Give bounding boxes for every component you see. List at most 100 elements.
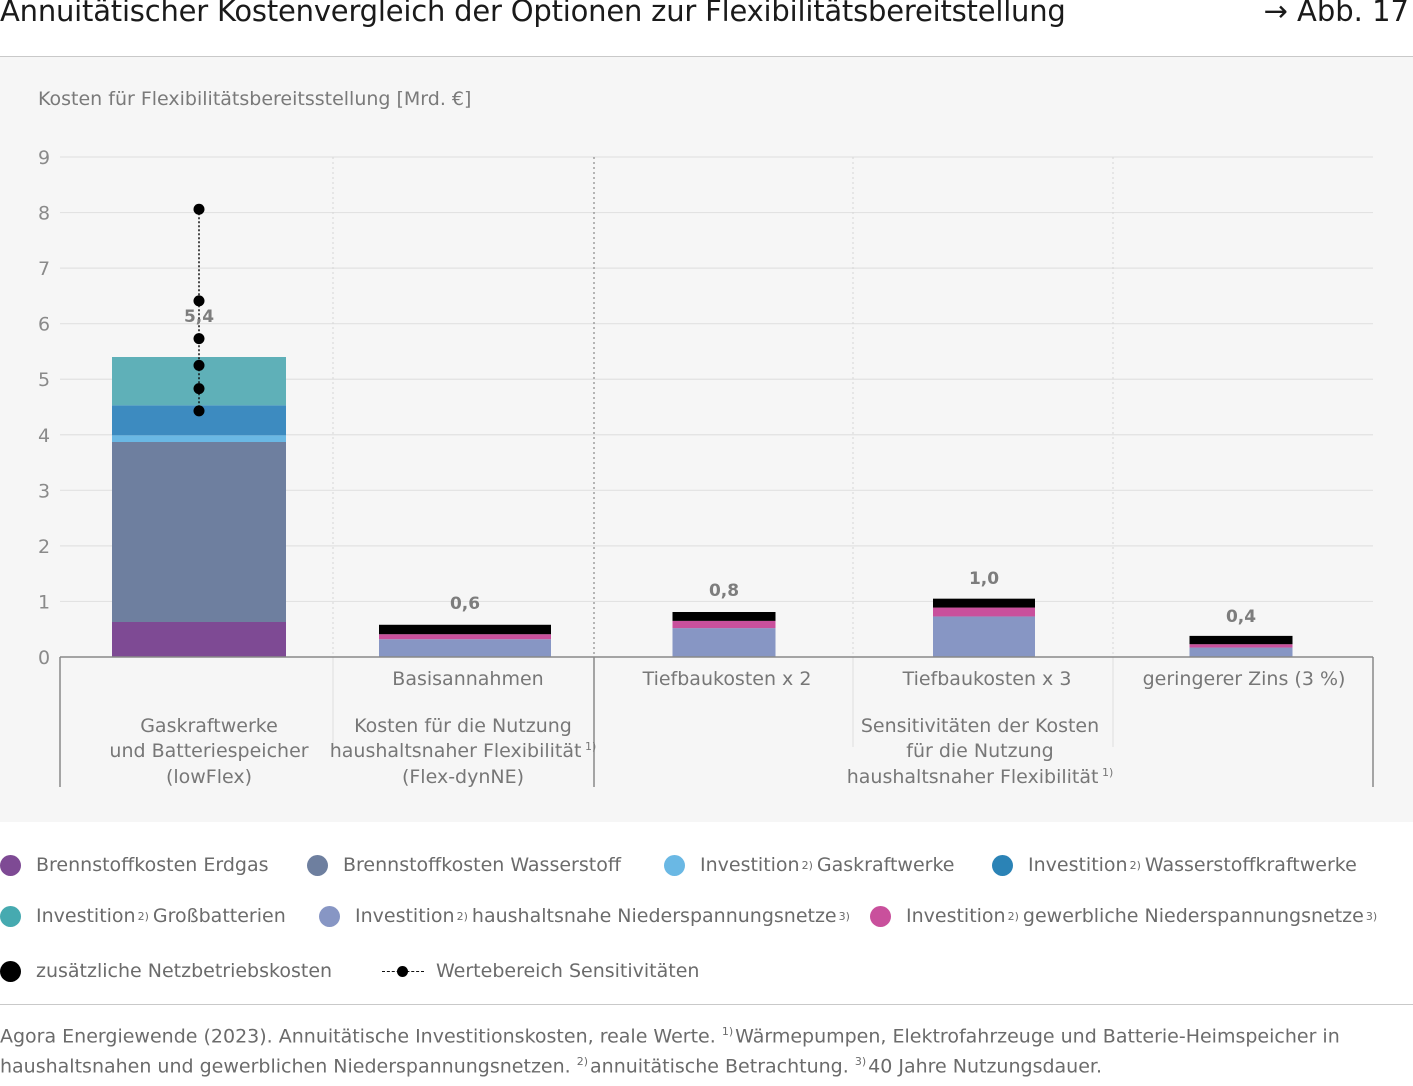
category-label: Tiefbaukosten x 3 [902, 668, 1072, 690]
legend-label-rest: Gaskraftwerke [816, 854, 955, 876]
bar-segment [672, 628, 776, 657]
legend-item-inv-wasserstoffkraftwerke: Investition 2) Wasserstoffkraftwerke [992, 854, 1357, 876]
legend-swatch [307, 854, 328, 876]
legend-label: zusätzliche Netzbetriebskosten [36, 960, 333, 982]
y-tick-label: 8 [38, 203, 50, 225]
legend-label: Investition [355, 905, 455, 927]
legend-item-netzbetriebskosten: zusätzliche Netzbetriebskosten [0, 960, 332, 982]
chart-panel: Kosten für Flexibilitätsbereitsstellung … [0, 57, 1413, 822]
figure-reference: → Abb. 17 [1263, 0, 1409, 28]
legend-label: Brennstoffkosten Wasserstoff [343, 854, 621, 876]
sensitivity-point [193, 359, 205, 371]
legend-sup: 3) [838, 909, 850, 923]
sensitivity-point [193, 383, 205, 395]
footnote-text: 40 Jahre Nutzungsdauer. [868, 1055, 1103, 1078]
legend-item-inv-grossbatterien: Investition 2) Großbatterien [0, 905, 286, 927]
legend-swatch [992, 854, 1013, 876]
bar-segment [1189, 635, 1293, 645]
group-label-line: (lowFlex) [166, 766, 252, 788]
total-label: 0,6 [450, 594, 480, 614]
legend-sup: 2) [801, 858, 813, 872]
footnote-marker: 2) [576, 1055, 589, 1069]
legend-swatch [0, 905, 21, 927]
group-label-line: für die Nutzung [906, 740, 1053, 762]
legend-dashed-line-icon [382, 961, 424, 982]
sensitivity-point [193, 203, 205, 215]
legend-label: Investition [700, 854, 800, 876]
stacked-bar-chart: Kosten für Flexibilitätsbereitsstellung … [38, 88, 1374, 788]
group-label-line: Sensitivitäten der Kosten [861, 715, 1099, 737]
y-tick-label: 3 [38, 480, 50, 502]
total-label: 0,8 [709, 581, 739, 601]
total-label: 5,4 [184, 307, 214, 327]
y-tick-label: 6 [38, 314, 50, 336]
page-title: Annuitätischer Kostenvergleich der Optio… [0, 0, 1066, 28]
group-label-line: (Flex-dynNE) [402, 766, 524, 788]
y-axis-title: Kosten für Flexibilitätsbereitsstellung … [38, 88, 471, 110]
sensitivity-point [193, 295, 205, 307]
group-label-line: haushaltsnaher Flexibilität 1) [847, 766, 1114, 788]
bar-segment [672, 612, 776, 621]
header: Annuitätischer Kostenvergleich der Optio… [0, 0, 1413, 57]
y-tick-label: 9 [38, 147, 50, 169]
y-tick-label: 1 [38, 591, 50, 613]
source-note: Agora Energiewende (2023). Annuitätische… [0, 1019, 1413, 1080]
legend-label: Investition [36, 905, 136, 927]
y-tick-label: 5 [38, 369, 50, 391]
bar-segment [379, 634, 551, 640]
legend-sup: 2) [137, 909, 149, 923]
legend-item-erdgas: Brennstoffkosten Erdgas [0, 854, 268, 876]
bar-segment [379, 639, 551, 657]
category-label: geringerer Zins (3 %) [1143, 668, 1346, 690]
bar-segment [933, 598, 1035, 608]
footnote-text: annuitätische Betrachtung. [590, 1055, 849, 1078]
legend-label-rest: Wasserstoffkraftwerke [1144, 854, 1357, 876]
legend-swatch [870, 905, 891, 927]
legend-label-rest: gewerbliche Niederspannungsnetze [1022, 905, 1364, 927]
legend-item-wertebereich: Wertebereich Sensitivitäten [382, 960, 699, 982]
group-label-sup: 1) [1098, 766, 1113, 779]
legend-label-rest: haushaltsnahe Niederspannungsnetze [471, 905, 837, 927]
bar-segment [933, 616, 1035, 657]
legend-item-inv-haushaltsnahe-netze: Investition 2) haushaltsnahe Niederspannun… [319, 905, 854, 927]
legend-sup: 2) [456, 909, 468, 923]
legend-sup: 2) [1129, 858, 1141, 872]
legend: Brennstoffkosten Erdgas Brennstoffkosten… [0, 840, 1413, 1000]
legend-label: Investition [906, 905, 1006, 927]
group-label-line: Kosten für die Nutzung [354, 715, 572, 737]
bar-segment [379, 624, 551, 635]
group-label-sup: 1) [581, 740, 596, 753]
legend-item-inv-gaskraftwerke: Investition 2) Gaskraftwerke [664, 854, 955, 876]
bar-segment [112, 435, 286, 442]
group-label-line: und Batteriespeicher [109, 740, 308, 762]
legend-sup: 2) [1007, 909, 1019, 923]
sensitivity-point [193, 405, 205, 417]
legend-swatch [319, 905, 340, 927]
bar-segment [112, 442, 286, 622]
footnote-text: Wärmepumpen, Elektrofahrzeuge und Batter… [0, 1025, 1340, 1078]
legend-swatch [0, 854, 21, 876]
y-tick-label: 2 [38, 536, 50, 558]
category-label: Basisannahmen [392, 668, 543, 690]
legend-label: Brennstoffkosten Erdgas [36, 854, 269, 876]
bar-segment [1189, 644, 1293, 648]
footer-divider [0, 1004, 1413, 1005]
footnote-marker: 3) [854, 1055, 867, 1069]
legend-label: Wertebereich Sensitivitäten [436, 960, 700, 982]
group-label-line: Gaskraftwerke [140, 715, 278, 737]
category-label: Tiefbaukosten x 2 [642, 668, 812, 690]
legend-label: Investition [1028, 854, 1128, 876]
y-tick-label: 0 [38, 647, 50, 669]
bar-segment [933, 607, 1035, 617]
legend-swatch [664, 854, 685, 876]
total-label: 0,4 [1226, 607, 1256, 627]
legend-item-wasserstoff: Brennstoffkosten Wasserstoff [307, 854, 621, 876]
y-tick-label: 7 [38, 258, 50, 280]
total-label: 1,0 [969, 569, 999, 589]
bar-segment [112, 622, 286, 657]
legend-swatch [0, 960, 21, 982]
legend-item-inv-gewerbliche-netze: Investition 2) gewerbliche Niederspannungs… [870, 905, 1381, 927]
group-label-line: haushaltsnaher Flexibilität 1) [330, 740, 597, 762]
y-tick-label: 4 [38, 425, 50, 447]
footnote-marker: 1) [721, 1025, 734, 1038]
